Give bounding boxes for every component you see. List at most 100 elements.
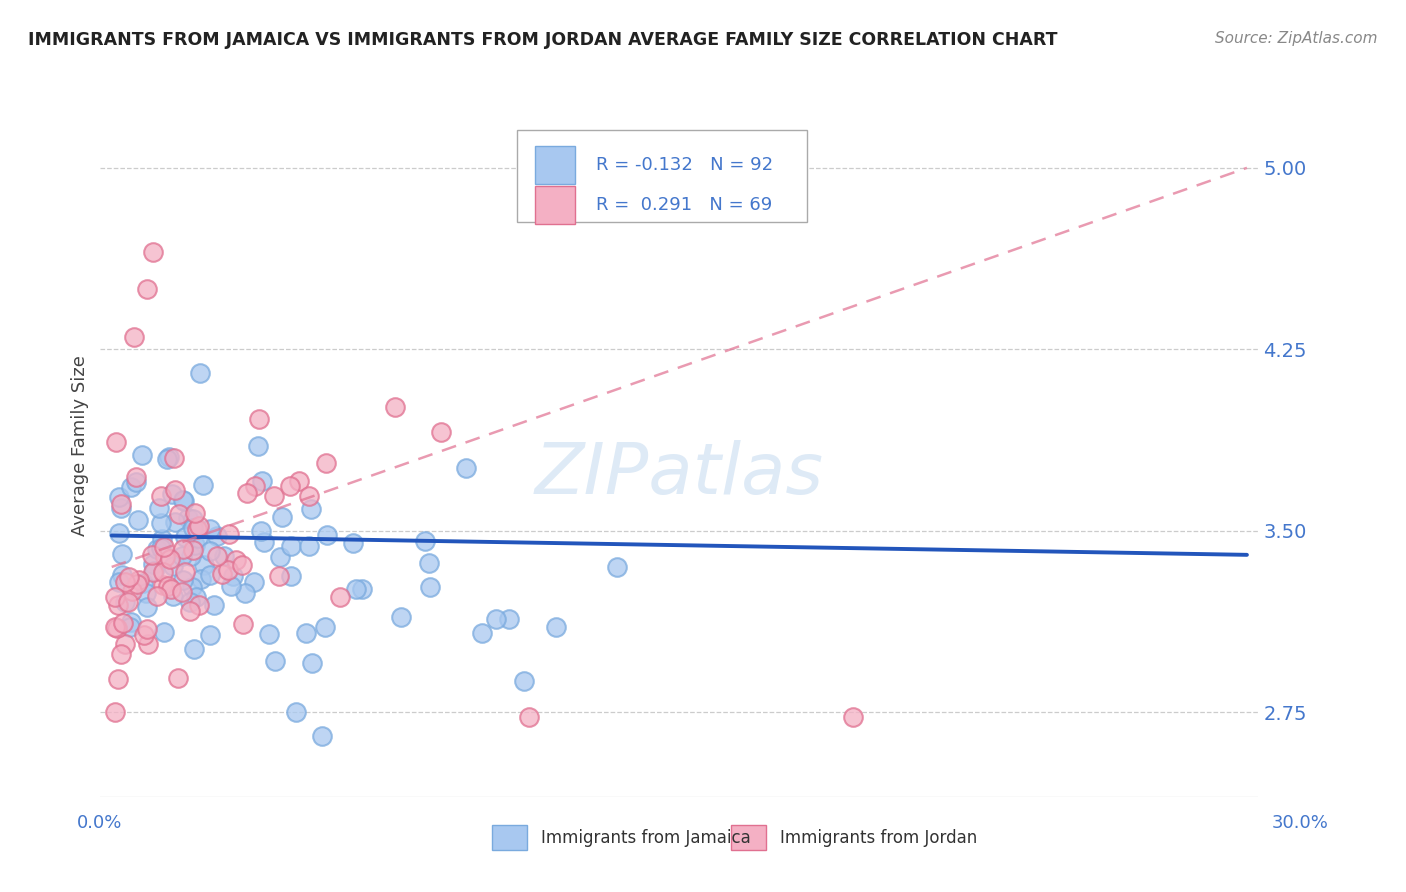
Point xyxy=(263,490,285,504)
Point xyxy=(218,527,240,541)
Point xyxy=(294,626,316,640)
Point xyxy=(284,705,307,719)
Point xyxy=(114,575,136,590)
Point xyxy=(104,705,127,719)
Point xyxy=(184,538,207,552)
Point xyxy=(456,460,478,475)
Point xyxy=(517,710,540,724)
Point xyxy=(236,485,259,500)
Point xyxy=(107,599,129,613)
Point xyxy=(108,574,131,589)
Point xyxy=(124,475,146,489)
Point xyxy=(842,710,865,724)
Point xyxy=(278,479,301,493)
Point xyxy=(280,540,302,554)
Point xyxy=(142,245,165,260)
Point xyxy=(122,330,145,344)
Point xyxy=(214,549,236,563)
Point xyxy=(183,521,205,535)
Point xyxy=(183,641,205,656)
Point xyxy=(148,501,170,516)
Point xyxy=(131,448,153,462)
Point xyxy=(160,487,183,501)
Point xyxy=(143,564,166,578)
Point xyxy=(135,282,157,296)
Point xyxy=(136,622,159,636)
Point xyxy=(513,673,536,688)
FancyBboxPatch shape xyxy=(534,186,575,225)
Point xyxy=(184,506,207,520)
Point xyxy=(186,591,208,605)
Point xyxy=(128,573,150,587)
Point xyxy=(198,567,221,582)
Point xyxy=(162,589,184,603)
Point xyxy=(165,515,187,529)
Point xyxy=(181,543,204,558)
Point xyxy=(114,595,136,609)
Point xyxy=(198,523,221,537)
Point xyxy=(205,549,228,563)
Point xyxy=(259,627,281,641)
Point xyxy=(247,439,270,453)
Point xyxy=(188,598,211,612)
Point xyxy=(217,563,239,577)
Point xyxy=(125,577,148,591)
Point xyxy=(167,507,190,521)
Point xyxy=(118,570,141,584)
Point xyxy=(415,534,437,549)
Point xyxy=(111,547,134,561)
Text: IMMIGRANTS FROM JAMAICA VS IMMIGRANTS FROM JORDAN AVERAGE FAMILY SIZE CORRELATIO: IMMIGRANTS FROM JAMAICA VS IMMIGRANTS FR… xyxy=(28,31,1057,49)
Point xyxy=(314,620,336,634)
Point xyxy=(174,530,197,544)
Point xyxy=(135,586,157,600)
Point xyxy=(264,654,287,668)
Point xyxy=(134,628,156,642)
Point xyxy=(232,616,254,631)
Point xyxy=(160,582,183,597)
Point xyxy=(117,595,139,609)
Point xyxy=(187,531,209,545)
Text: R = -0.132   N = 92: R = -0.132 N = 92 xyxy=(596,156,773,174)
Point xyxy=(104,620,127,634)
Point xyxy=(498,612,520,626)
Point xyxy=(173,566,195,580)
Point xyxy=(163,483,186,498)
FancyBboxPatch shape xyxy=(534,145,575,185)
Point xyxy=(110,568,132,582)
Point xyxy=(149,516,172,530)
Point xyxy=(172,542,194,557)
Point xyxy=(170,585,193,599)
Point xyxy=(299,502,322,516)
Point xyxy=(150,533,173,547)
Point xyxy=(287,474,309,488)
Point xyxy=(120,615,142,629)
Point xyxy=(108,491,131,505)
Point xyxy=(202,598,225,612)
Point xyxy=(179,595,201,609)
Point xyxy=(198,543,221,558)
Point xyxy=(350,582,373,597)
Text: ZIPatlas: ZIPatlas xyxy=(534,440,824,508)
Point xyxy=(120,620,142,634)
Point xyxy=(271,510,294,524)
Point xyxy=(114,637,136,651)
Point xyxy=(249,524,271,538)
Point xyxy=(177,510,200,524)
Point xyxy=(110,647,132,661)
Text: 0.0%: 0.0% xyxy=(77,814,122,831)
Point xyxy=(152,578,174,592)
Point xyxy=(211,567,233,582)
Point xyxy=(172,549,194,563)
Point xyxy=(329,590,352,604)
Point xyxy=(186,522,208,536)
Point xyxy=(430,425,453,439)
Point xyxy=(180,581,202,595)
Point xyxy=(179,603,201,617)
Point xyxy=(193,478,215,492)
Point xyxy=(384,400,406,414)
Point xyxy=(162,558,184,573)
Bar xyxy=(492,825,527,850)
Point xyxy=(471,626,494,640)
Point xyxy=(152,625,174,640)
Point xyxy=(105,435,128,450)
